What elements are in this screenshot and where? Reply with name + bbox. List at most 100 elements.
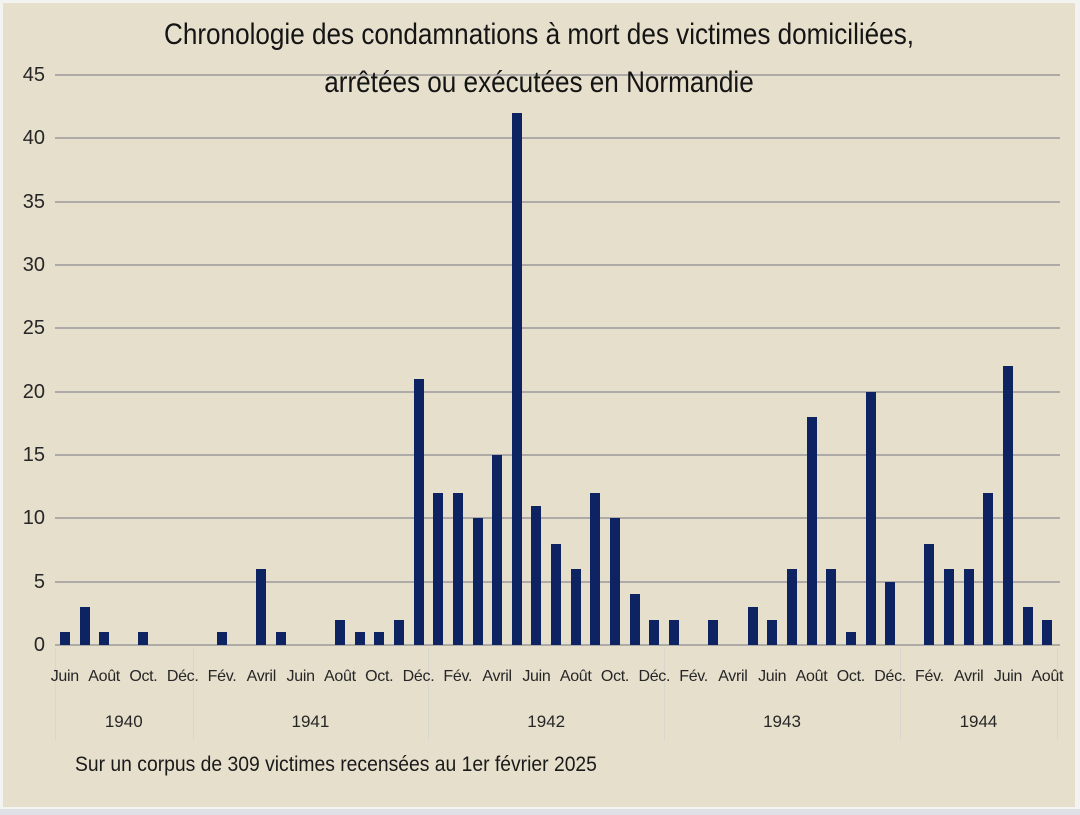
y-axis-label: 40: [22, 127, 45, 150]
year-label: 1944: [959, 712, 998, 731]
x-axis-label: Fév.: [679, 668, 708, 685]
y-axis-label: 20: [22, 380, 45, 403]
chart-bar: [983, 493, 994, 645]
chart-title-line1: Chronologie des condamnations à mort des…: [163, 18, 914, 51]
chart-bar: [99, 632, 110, 645]
x-axis-label: Déc.: [638, 668, 671, 685]
x-axis-label: Avril: [246, 668, 277, 685]
x-axis-label: Fév.: [443, 668, 473, 685]
bottom-border-strip: [0, 809, 1080, 815]
x-axis-label: Oct.: [836, 668, 865, 685]
chart-bar: [217, 632, 227, 645]
chart-bar: [1042, 619, 1053, 645]
year-label: 1940: [104, 712, 143, 731]
y-axis-label: 0: [33, 634, 45, 656]
gridline-y40: [55, 137, 1060, 140]
gridline-y25: [55, 327, 1060, 330]
chart-bar: [334, 619, 345, 645]
x-axis-label: Août: [88, 668, 120, 685]
y-axis-label: 10: [22, 507, 45, 530]
chart-canvas: Chronologie des condamnations à mort des…: [3, 3, 1075, 807]
x-axis-label: Juin: [50, 668, 79, 685]
year-separator: [664, 648, 666, 740]
chart-bar: [452, 493, 463, 645]
chart-bar: [79, 607, 90, 645]
chart-bar: [944, 569, 955, 645]
chart-bar: [511, 113, 522, 645]
x-axis-label: Août: [324, 668, 356, 685]
chart-bar: [924, 543, 935, 645]
chart-bar: [629, 594, 640, 645]
year-separator: [1057, 648, 1059, 740]
x-axis-label: Oct.: [365, 668, 394, 685]
chart-bar: [669, 619, 679, 645]
x-axis-label: Avril: [718, 668, 748, 685]
chart-title-line2: arrêtées ou exécutées en Normandie: [324, 66, 754, 99]
chart-bar: [472, 518, 483, 645]
y-axis-label: 5: [33, 570, 45, 593]
chart-bar: [590, 493, 601, 645]
year-separator: [192, 648, 194, 740]
chart-footnote: Sur un corpus de 309 victimes recensées …: [75, 753, 597, 776]
chart-bar: [393, 619, 404, 645]
x-axis-label: Déc.: [166, 668, 199, 685]
x-axis-label: Août: [559, 668, 592, 685]
chart-bar: [826, 569, 837, 645]
chart-bar: [1022, 607, 1033, 645]
x-axis-label: Oct.: [600, 668, 630, 685]
year-label: 1942: [527, 712, 566, 731]
gridline-y30: [55, 263, 1060, 266]
gridline-y35: [55, 200, 1060, 203]
x-axis-label: Fév.: [207, 668, 237, 685]
x-axis-label: Juin: [522, 668, 551, 685]
x-axis-label: Juin: [993, 668, 1023, 685]
chart-bar: [59, 632, 70, 645]
chart-bar: [649, 619, 660, 645]
y-axis-label: 30: [22, 253, 45, 276]
gridline-y15: [55, 453, 1060, 456]
x-axis-label: Août: [795, 668, 828, 685]
chart-bar: [374, 632, 385, 645]
gridline-y10: [55, 517, 1060, 520]
x-axis-label: Avril: [954, 668, 984, 685]
chart-bar: [786, 569, 797, 645]
chart-bar: [570, 569, 581, 645]
chart-bar: [531, 505, 542, 645]
x-axis-label: Avril: [482, 668, 512, 685]
y-axis-label: 35: [22, 190, 45, 213]
chart-bar: [767, 619, 778, 645]
y-axis-label: 25: [22, 317, 45, 340]
chart-title: Chronologie des condamnations à mort des…: [73, 11, 1006, 107]
chart-bar: [845, 632, 856, 645]
x-axis-label: Déc.: [874, 668, 906, 685]
chart-bar: [610, 518, 620, 645]
chart-bar: [138, 632, 149, 645]
year-label: 1943: [763, 712, 801, 731]
chart-bar: [747, 607, 758, 645]
chart-bar: [354, 632, 365, 645]
chart-bar: [433, 493, 444, 645]
gridline-y45: [55, 73, 1060, 76]
chart-bar: [492, 455, 503, 645]
x-axis-label: Juin: [286, 668, 315, 685]
chart-bar: [806, 417, 817, 645]
gridline-y20: [55, 390, 1060, 393]
chart-bar: [865, 391, 876, 645]
chart-bar: [885, 581, 896, 645]
gridline-y0: [55, 644, 1060, 646]
y-axis-label: 45: [22, 63, 45, 86]
x-axis-label: Déc.: [402, 668, 435, 685]
x-axis-label: Août: [1031, 668, 1064, 685]
chart-bar: [708, 619, 719, 645]
x-axis-label: Fév.: [915, 668, 944, 685]
year-label: 1941: [291, 712, 330, 731]
chart-bar: [963, 569, 974, 645]
x-axis-label: Juin: [758, 668, 787, 685]
chart-bar: [256, 569, 267, 645]
chart-bar: [413, 379, 424, 645]
year-separator: [55, 648, 56, 740]
y-axis-label: 15: [22, 443, 45, 466]
chart-bar: [1003, 366, 1013, 645]
year-separator: [428, 648, 430, 740]
chart-bar: [276, 632, 286, 645]
